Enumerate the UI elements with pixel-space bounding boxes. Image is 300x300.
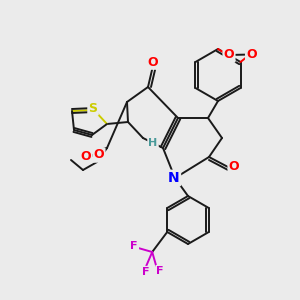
Text: O: O (246, 47, 257, 61)
Text: F: F (157, 266, 164, 276)
Text: O: O (229, 160, 239, 172)
Text: O: O (224, 49, 234, 62)
Text: F: F (142, 267, 150, 277)
Text: H: H (148, 138, 158, 148)
Text: O: O (148, 56, 158, 68)
Text: F: F (130, 241, 138, 251)
Text: N: N (168, 171, 180, 185)
Text: S: S (88, 101, 98, 115)
Text: O: O (94, 148, 104, 161)
Text: O: O (81, 149, 91, 163)
